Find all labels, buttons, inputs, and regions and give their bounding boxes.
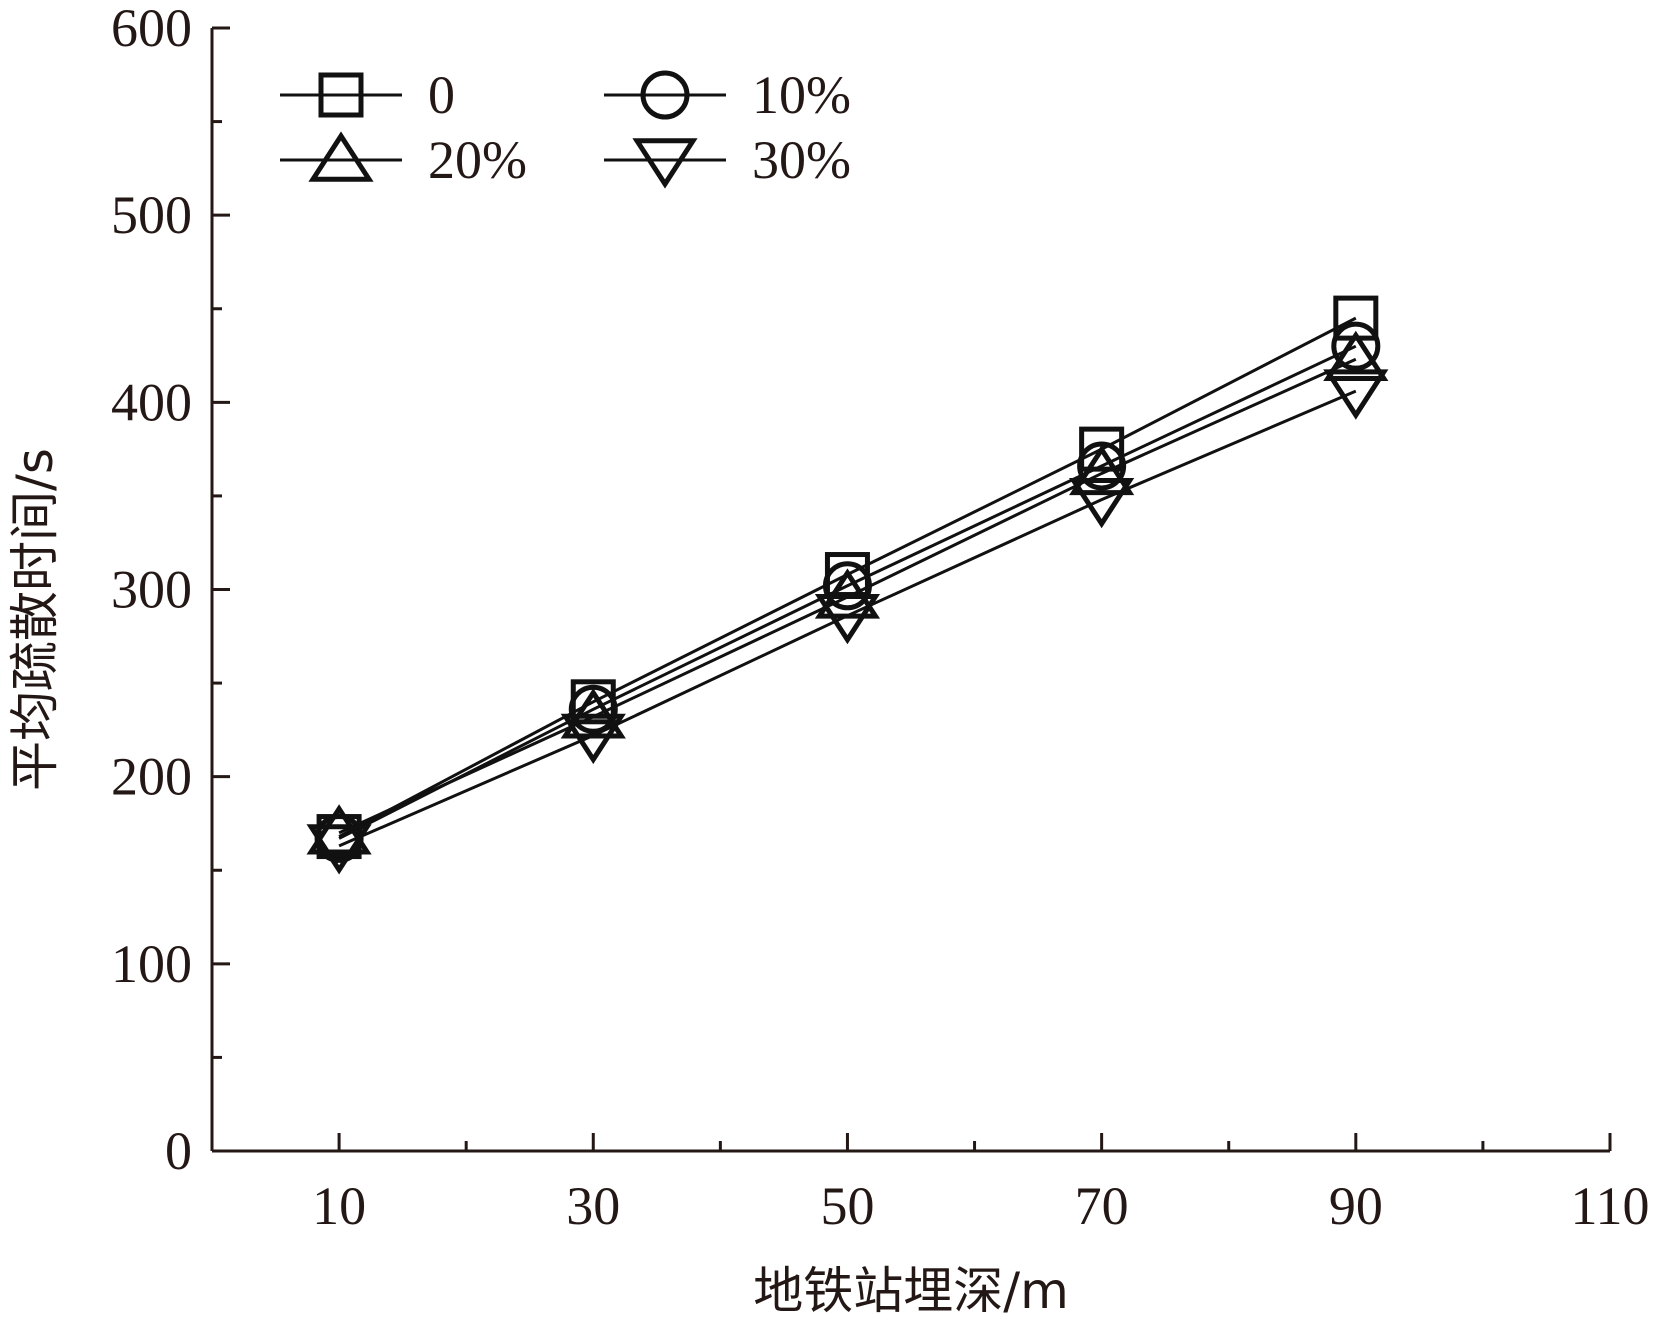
data-point-triangle-down	[814, 594, 881, 645]
series-line-circle	[338, 344, 1357, 840]
legend-label: 10%	[752, 65, 851, 125]
y-tick-label: 400	[111, 372, 192, 432]
legend-label: 0	[428, 65, 455, 125]
y-tick-label: 200	[111, 747, 192, 807]
legend-marker-circle	[640, 70, 690, 120]
legend-label: 30%	[752, 130, 851, 190]
axes	[210, 28, 1610, 1153]
legend: 0 10% 20% 30%	[280, 65, 851, 190]
data-point-triangle-up	[306, 804, 372, 855]
legend-marker-triangle-down	[632, 138, 698, 189]
series-lines	[338, 316, 1357, 848]
data-point-triangle-down	[1069, 477, 1135, 529]
x-tick-label: 110	[1571, 1176, 1650, 1236]
legend-marker-square	[318, 72, 364, 118]
data-point-circle	[1331, 321, 1381, 371]
data-point-triangle-up	[1069, 444, 1135, 496]
x-tick-label: 70	[1075, 1176, 1129, 1236]
y-axis-title: 平均疏散时间/s	[6, 448, 64, 791]
x-tick-label: 50	[820, 1176, 874, 1236]
y-tick-label: 500	[111, 185, 192, 245]
markers	[306, 295, 1389, 875]
y-tick-label: 600	[111, 0, 192, 58]
x-tick-label: 90	[1329, 1176, 1383, 1236]
legend-label: 20%	[428, 130, 527, 190]
data-point-triangle-down	[560, 713, 626, 765]
legend-marker-triangle-up	[308, 131, 374, 182]
data-point-square	[1079, 426, 1125, 472]
x-tick-label: 30	[566, 1176, 620, 1236]
data-point-triangle-up	[1323, 330, 1389, 381]
data-point-circle	[568, 684, 618, 734]
y-tick-label: 300	[111, 560, 192, 620]
ticks: 0 100 200 300 400 500 600 10 30 50 70 90 110	[111, 0, 1650, 1236]
x-tick-label: 10	[312, 1176, 366, 1236]
x-axis-title: 地铁站埋深/m	[753, 1262, 1069, 1320]
data-point-circle	[1077, 441, 1127, 491]
y-tick-label: 0	[165, 1121, 192, 1181]
data-point-circle	[822, 561, 872, 611]
data-point-triangle-down	[306, 824, 372, 875]
data-point-triangle-down	[1323, 369, 1389, 420]
y-tick-label: 100	[111, 934, 192, 994]
